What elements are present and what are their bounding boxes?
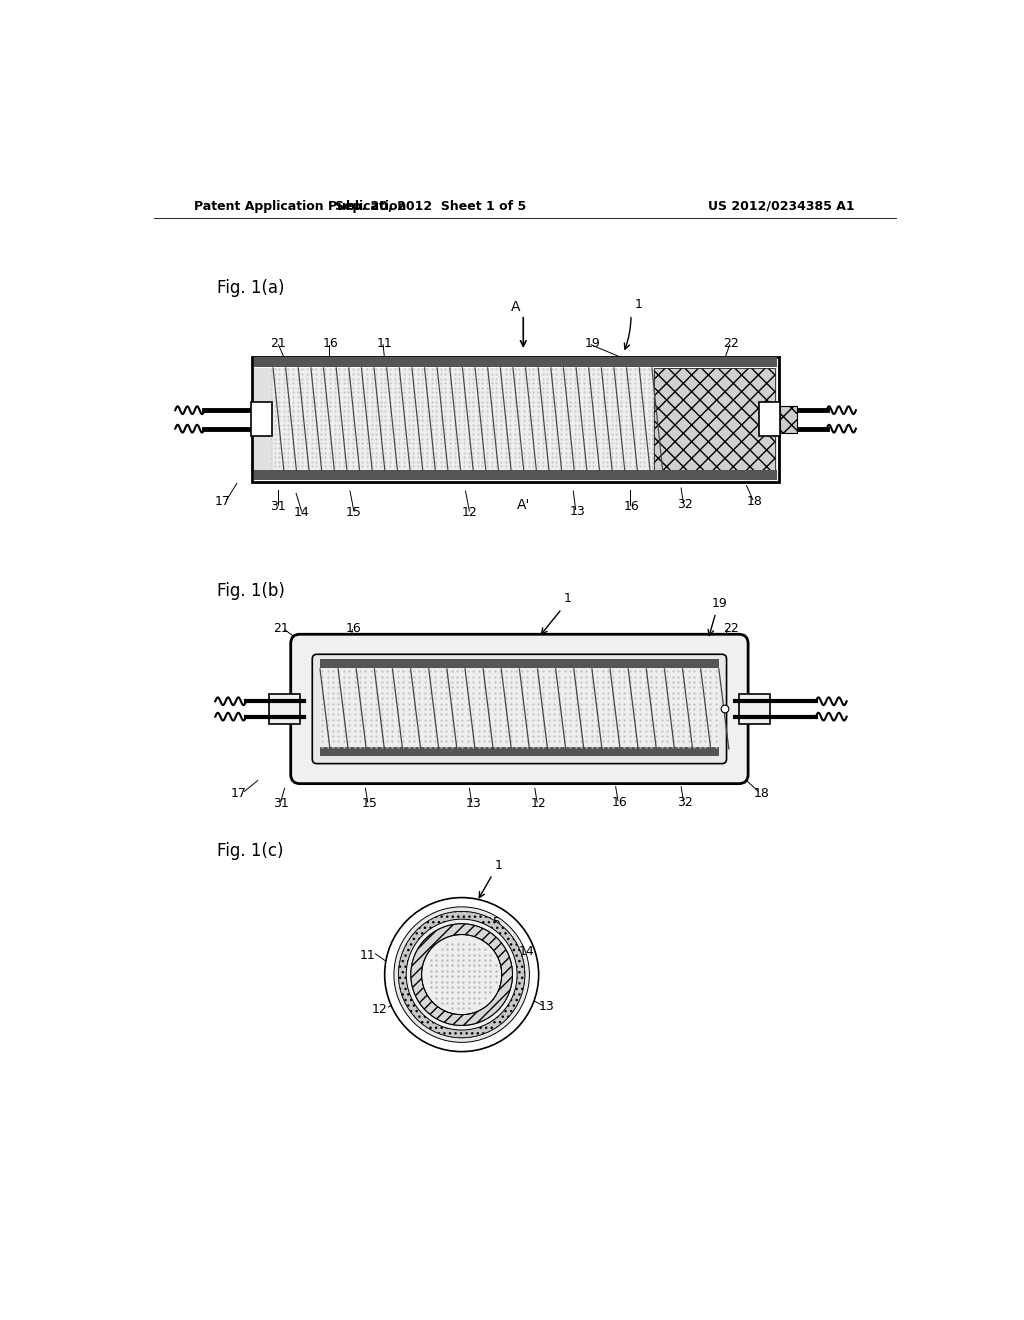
Text: 13: 13 (539, 1001, 554, 1014)
Text: 15: 15 (361, 797, 377, 810)
Text: 19: 19 (712, 597, 727, 610)
Text: 11: 11 (377, 337, 392, 350)
Bar (251, 403, 272, 437)
Text: A': A' (516, 498, 530, 512)
FancyBboxPatch shape (291, 635, 749, 784)
Text: A: A (511, 300, 520, 314)
Bar (273, 368, 652, 470)
Text: Fig. 1(c): Fig. 1(c) (217, 842, 284, 861)
Text: 22: 22 (723, 622, 739, 635)
Circle shape (407, 919, 517, 1030)
Text: 31: 31 (272, 797, 289, 810)
Text: 15: 15 (346, 506, 361, 519)
Text: 18: 18 (754, 787, 770, 800)
Circle shape (398, 911, 525, 1038)
Bar (255, 368, 271, 470)
Text: US 2012/0234385 A1: US 2012/0234385 A1 (708, 199, 855, 213)
Circle shape (422, 935, 502, 1015)
Bar (252, 358, 779, 482)
Text: 18: 18 (746, 495, 762, 508)
Text: 14: 14 (294, 506, 309, 519)
Text: 11: 11 (359, 949, 376, 962)
Text: 21: 21 (272, 622, 289, 635)
Circle shape (385, 898, 539, 1052)
Text: 13: 13 (465, 797, 481, 810)
Circle shape (394, 907, 529, 1043)
Bar (269, 693, 300, 725)
Bar (254, 368, 777, 470)
Text: 12: 12 (530, 797, 547, 810)
Text: 15: 15 (486, 916, 502, 929)
Text: 17: 17 (230, 787, 247, 800)
Text: 17: 17 (215, 495, 230, 508)
FancyBboxPatch shape (312, 655, 727, 763)
Text: Fig. 1(b): Fig. 1(b) (217, 582, 285, 601)
Text: 22: 22 (723, 337, 739, 350)
Text: 1: 1 (564, 593, 571, 606)
Text: 16: 16 (323, 337, 339, 350)
Text: 32: 32 (677, 796, 693, 809)
Bar (319, 747, 719, 756)
Text: 16: 16 (611, 796, 628, 809)
Circle shape (411, 924, 512, 1026)
Text: 12: 12 (462, 506, 477, 519)
Text: 31: 31 (270, 500, 287, 513)
Bar (319, 669, 719, 748)
Bar (254, 358, 777, 367)
Text: 21: 21 (270, 337, 287, 350)
Text: 1: 1 (635, 298, 643, 312)
Text: 16: 16 (346, 622, 361, 635)
Text: 32: 32 (677, 499, 693, 511)
Text: 19: 19 (585, 337, 600, 350)
Text: 13: 13 (569, 504, 585, 517)
Text: Patent Application Publication: Patent Application Publication (194, 199, 407, 213)
Bar (780, 405, 798, 433)
Text: Fig. 1(a): Fig. 1(a) (217, 279, 285, 297)
Bar (319, 659, 719, 668)
Text: 1: 1 (495, 859, 503, 871)
Text: 16: 16 (624, 500, 639, 513)
Bar (254, 470, 777, 480)
Circle shape (398, 911, 525, 1038)
Text: 12: 12 (372, 1003, 387, 1016)
Circle shape (411, 924, 512, 1026)
Circle shape (721, 705, 729, 713)
Bar (759, 403, 780, 437)
Text: 14: 14 (518, 945, 535, 958)
Bar (654, 368, 775, 470)
Bar (739, 693, 770, 725)
Text: Sep. 20, 2012  Sheet 1 of 5: Sep. 20, 2012 Sheet 1 of 5 (335, 199, 526, 213)
